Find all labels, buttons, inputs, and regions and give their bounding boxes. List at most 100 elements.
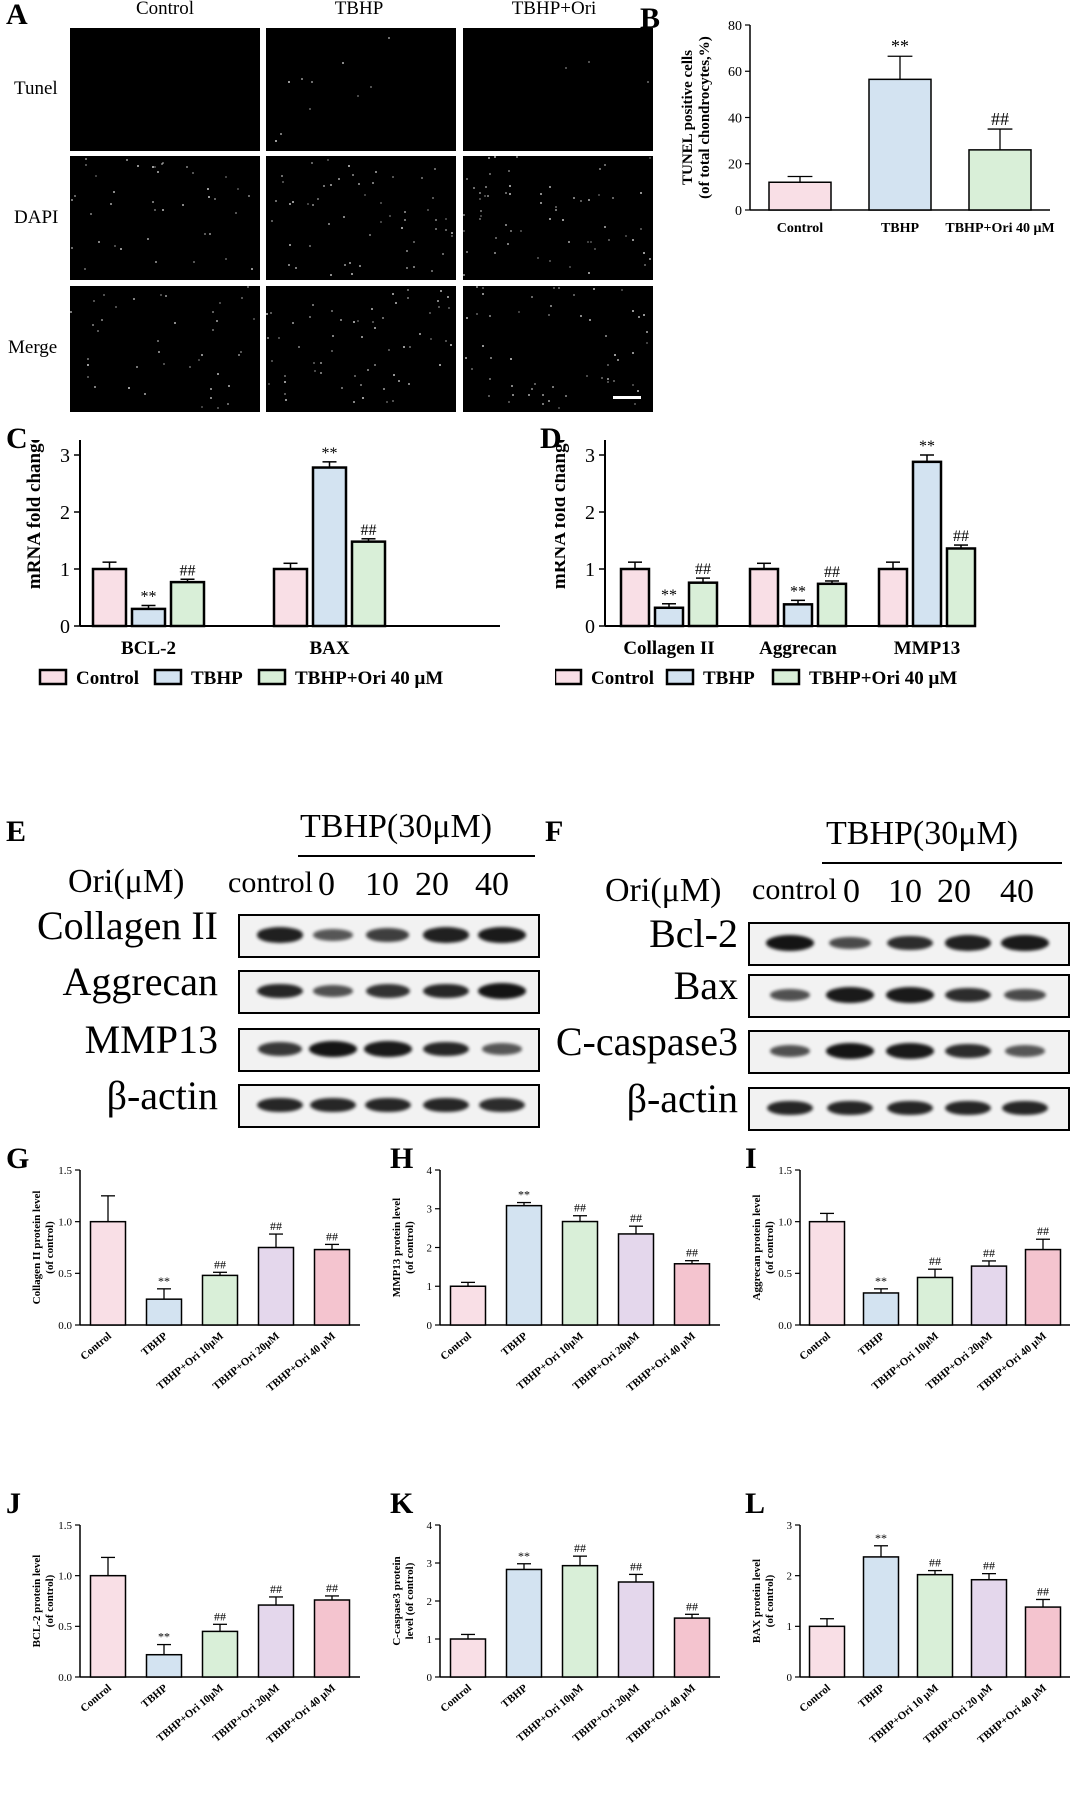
cell-nucleus-dot — [580, 200, 582, 202]
significance-mark: ## — [630, 1211, 642, 1225]
cell-nucleus-dot — [445, 340, 447, 342]
y-tick-label: 0.5 — [778, 1268, 792, 1280]
cell-nucleus-dot — [508, 170, 510, 172]
y-tick-label: 0.5 — [58, 1268, 72, 1280]
protein-label: Collagen II — [36, 903, 218, 948]
y-tick-label: 1.5 — [58, 1165, 72, 1177]
cell-nucleus-dot — [360, 384, 362, 386]
cell-nucleus-dot — [588, 272, 590, 274]
cell-nucleus-dot — [338, 178, 340, 180]
protein-band — [422, 927, 470, 943]
panel-label-f: F — [545, 815, 564, 848]
microscopy-column-header: TBHP+Ori — [511, 0, 597, 19]
y-tick-label: 0 — [427, 1320, 433, 1332]
y-axis-label: (of control) — [764, 1574, 776, 1627]
y-axis-label: (of total chondrocytes,%) — [697, 36, 713, 199]
cell-nucleus-dot — [395, 302, 397, 304]
protein-band — [826, 1100, 874, 1116]
protein-band — [308, 1041, 358, 1057]
protein-band — [256, 983, 304, 999]
lane-label: 20 — [937, 873, 971, 910]
cell-nucleus-dot — [608, 239, 610, 241]
legend-swatch — [771, 668, 801, 686]
cell-nucleus-dot — [182, 204, 184, 206]
significance-mark: ## — [686, 1246, 698, 1260]
cell-nucleus-dot — [510, 358, 512, 360]
protein-band — [364, 1041, 412, 1057]
microscopy-image — [463, 286, 653, 412]
cell-nucleus-dot — [632, 384, 634, 386]
significance-mark: ** — [158, 1274, 170, 1288]
cell-nucleus-dot — [266, 313, 268, 315]
cell-nucleus-dot — [612, 197, 614, 199]
bar — [617, 1233, 655, 1326]
y-axis-label: Collagen II protein level — [31, 1191, 43, 1305]
cell-nucleus-dot — [309, 108, 311, 110]
protein-label: MMP13 — [84, 1017, 218, 1062]
cell-nucleus-dot — [580, 315, 582, 317]
cell-nucleus-dot — [87, 358, 89, 360]
y-tick-label: 20 — [728, 158, 742, 173]
protein-band — [478, 927, 526, 943]
cell-nucleus-dot — [482, 345, 484, 347]
cell-nucleus-dot — [113, 191, 115, 193]
significance-mark: ## — [991, 109, 1009, 129]
protein-band — [313, 929, 353, 941]
blot-strip — [748, 974, 1070, 1018]
cell-nucleus-dot — [375, 171, 377, 173]
cell-nucleus-dot — [289, 203, 291, 205]
cell-nucleus-dot — [278, 337, 280, 339]
bar — [617, 1581, 655, 1678]
significance-mark: ## — [1037, 1584, 1049, 1598]
panel-label-k: K — [390, 1487, 414, 1520]
y-tick-label: 3 — [427, 1558, 433, 1570]
microscopy-image — [463, 156, 653, 280]
cell-nucleus-dot — [367, 369, 369, 371]
cell-nucleus-dot — [466, 317, 468, 319]
cell-nucleus-dot — [309, 316, 311, 318]
legend-swatch — [665, 668, 695, 686]
y-axis-label: (of control) — [404, 1221, 416, 1274]
lane-label: 10 — [365, 866, 399, 903]
cell-nucleus-dot — [74, 195, 76, 197]
bar — [201, 1630, 239, 1678]
bar — [748, 567, 780, 628]
cell-nucleus-dot — [488, 395, 490, 397]
cell-nucleus-dot — [97, 330, 99, 332]
panel-label-h: H — [390, 1142, 414, 1175]
cell-nucleus-dot — [157, 340, 159, 342]
cell-nucleus-dot — [288, 264, 290, 266]
significance-mark: ## — [270, 1219, 282, 1233]
microscopy-image — [70, 28, 260, 151]
cell-nucleus-dot — [292, 201, 294, 203]
cell-nucleus-dot — [341, 387, 343, 389]
cell-nucleus-dot — [288, 81, 290, 83]
microscopy-image — [266, 28, 456, 151]
cell-nucleus-dot — [280, 133, 282, 135]
protein-label: β-actin — [106, 1073, 218, 1118]
significance-mark: ## — [574, 1541, 586, 1555]
x-tick-label: TBHP — [499, 1682, 530, 1711]
cell-nucleus-dot — [451, 235, 453, 237]
cell-nucleus-dot — [225, 176, 227, 178]
cell-nucleus-dot — [562, 219, 564, 221]
protein-band — [1001, 1100, 1049, 1116]
cell-nucleus-dot — [437, 300, 439, 302]
cell-nucleus-dot — [386, 401, 388, 403]
cell-nucleus-dot — [473, 187, 475, 189]
y-tick-label: 3 — [427, 1204, 433, 1216]
cell-nucleus-dot — [282, 181, 284, 183]
cell-nucleus-dot — [589, 319, 591, 321]
cell-nucleus-dot — [162, 209, 164, 211]
significance-mark: ** — [661, 587, 677, 604]
y-tick-label: 2 — [585, 502, 595, 524]
y-axis-label: (of control) — [44, 1221, 56, 1274]
cell-nucleus-dot — [85, 164, 87, 166]
y-tick-label: 3 — [60, 445, 70, 467]
cell-nucleus-dot — [340, 319, 342, 321]
bar — [945, 547, 977, 628]
significance-mark: ## — [695, 561, 711, 578]
cell-nucleus-dot — [210, 397, 212, 399]
cell-nucleus-dot — [540, 202, 542, 204]
